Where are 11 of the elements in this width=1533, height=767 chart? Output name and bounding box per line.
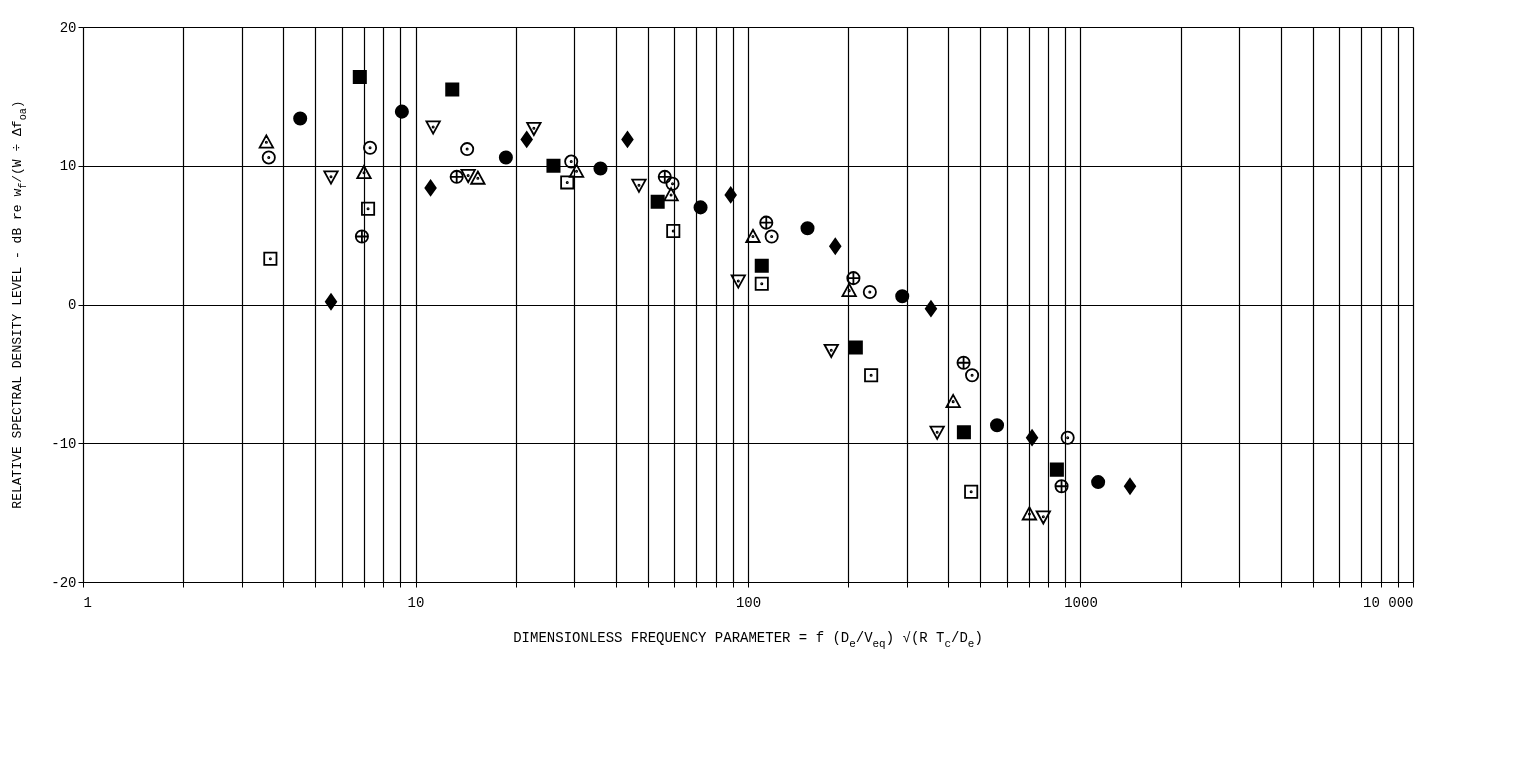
x-tick-label: 10	[407, 594, 425, 611]
x-tick-label: 10 000	[1363, 594, 1414, 611]
y-tick-label: -20	[51, 574, 77, 591]
y-axis-title: RELATIVE SPECTRAL DENSITY LEVEL - dB re wf/(W ÷ Δfoa)	[10, 100, 29, 509]
x-tick-label: 1	[83, 594, 92, 611]
y-tick-label: 20	[59, 19, 77, 36]
y-tick-label: 0	[68, 297, 77, 313]
x-tick-label: 1000	[1064, 594, 1098, 611]
y-tick-label: 10	[59, 158, 77, 175]
y-tick-label: -10	[51, 435, 77, 452]
x-tick-label: 100	[735, 594, 762, 611]
